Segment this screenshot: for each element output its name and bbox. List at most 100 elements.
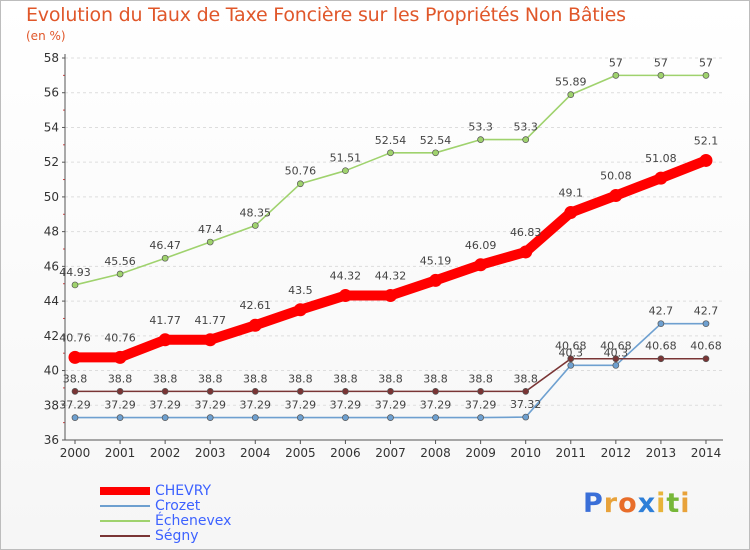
data-point bbox=[564, 206, 578, 220]
legend-label: Crozet bbox=[155, 498, 201, 514]
logo-letter: i bbox=[680, 488, 691, 519]
data-label: 48.35 bbox=[240, 207, 272, 220]
data-point bbox=[702, 320, 710, 328]
data-label: 37.29 bbox=[59, 399, 91, 412]
data-point bbox=[519, 245, 533, 259]
data-point bbox=[474, 258, 488, 272]
legend-label: CHEVRY bbox=[155, 483, 212, 499]
data-point bbox=[477, 136, 484, 143]
data-point bbox=[567, 91, 575, 98]
data-label: 37.32 bbox=[510, 398, 542, 411]
logo-letter: i bbox=[656, 488, 667, 519]
data-label: 40.68 bbox=[645, 340, 677, 353]
data-point bbox=[387, 414, 394, 421]
data-label: 43.5 bbox=[288, 284, 313, 297]
x-tick-label: 2010 bbox=[510, 446, 541, 460]
y-tick-label: 48 bbox=[44, 225, 59, 239]
data-point bbox=[293, 303, 307, 317]
data-point bbox=[612, 355, 620, 363]
x-tick-label: 2014 bbox=[691, 446, 722, 460]
data-point bbox=[206, 414, 214, 421]
data-label: 38.8 bbox=[468, 372, 493, 385]
data-label: 37.29 bbox=[194, 399, 226, 412]
data-label: 44.32 bbox=[330, 270, 362, 283]
data-label: 45.19 bbox=[420, 254, 452, 267]
data-point bbox=[657, 355, 665, 363]
data-label: 52.54 bbox=[420, 134, 452, 147]
data-point bbox=[612, 72, 620, 79]
data-label: 57 bbox=[699, 56, 713, 69]
data-label: 44.93 bbox=[59, 266, 91, 279]
data-label: 38.8 bbox=[513, 372, 538, 385]
data-point bbox=[338, 289, 352, 303]
legend-swatch bbox=[100, 535, 150, 537]
data-point bbox=[297, 388, 304, 395]
data-label: 38.8 bbox=[423, 372, 448, 385]
y-tick-label: 52 bbox=[44, 155, 59, 169]
data-label: 46.47 bbox=[149, 239, 181, 252]
data-point bbox=[702, 72, 710, 79]
data-label: 42.7 bbox=[649, 305, 674, 318]
data-label: 44.32 bbox=[375, 270, 407, 283]
series-line-chevry bbox=[70, 155, 711, 363]
x-tick-label: 2009 bbox=[465, 446, 496, 460]
data-label: 38.8 bbox=[198, 372, 223, 385]
proxiti-logo: Proxiti bbox=[583, 488, 691, 519]
data-label: 41.77 bbox=[194, 314, 226, 327]
data-point bbox=[429, 273, 443, 287]
data-label: 57 bbox=[654, 56, 668, 69]
logo-letter: r bbox=[603, 488, 619, 519]
data-point bbox=[297, 180, 304, 188]
data-point bbox=[432, 388, 439, 395]
data-point bbox=[342, 414, 349, 421]
data-point bbox=[702, 355, 710, 363]
data-point bbox=[387, 149, 394, 157]
data-point bbox=[251, 414, 259, 421]
data-label: 38.8 bbox=[333, 372, 358, 385]
data-point bbox=[116, 414, 124, 421]
data-point bbox=[161, 254, 169, 262]
data-label: 37.29 bbox=[240, 399, 272, 412]
chart-unit-label: (en %) bbox=[26, 29, 66, 43]
data-label: 37.29 bbox=[375, 399, 407, 412]
data-point bbox=[251, 222, 259, 229]
data-point bbox=[71, 281, 79, 289]
data-point bbox=[654, 171, 668, 185]
data-point bbox=[206, 238, 214, 246]
data-label: 52.54 bbox=[375, 134, 407, 147]
data-label: 40.68 bbox=[600, 340, 632, 353]
data-point bbox=[522, 388, 530, 395]
legend-swatch bbox=[100, 487, 150, 495]
data-label: 46.09 bbox=[465, 239, 497, 252]
data-point bbox=[161, 388, 169, 395]
data-label: 38.8 bbox=[108, 372, 133, 385]
x-tick-label: 2002 bbox=[150, 446, 181, 460]
data-label: 38.8 bbox=[153, 372, 178, 385]
data-label: 49.1 bbox=[559, 187, 584, 200]
x-tick-label: 2013 bbox=[646, 446, 677, 460]
data-label: 37.29 bbox=[285, 399, 317, 412]
data-label: 50.08 bbox=[600, 170, 632, 183]
logo-letter: o bbox=[618, 488, 638, 519]
data-label: 51.08 bbox=[645, 152, 677, 165]
data-label: 37.29 bbox=[330, 399, 362, 412]
x-tick-label: 2006 bbox=[330, 446, 361, 460]
data-label: 38.8 bbox=[288, 372, 313, 385]
x-tick-label: 2000 bbox=[60, 446, 91, 460]
data-point bbox=[657, 72, 665, 79]
data-point bbox=[251, 388, 259, 395]
y-tick-label: 38 bbox=[44, 398, 59, 412]
data-point bbox=[161, 414, 169, 421]
data-label: 40.68 bbox=[690, 340, 722, 353]
legend-swatch bbox=[100, 505, 150, 507]
y-tick-label: 42 bbox=[44, 329, 59, 343]
data-point bbox=[477, 414, 484, 421]
y-tick-label: 46 bbox=[44, 259, 59, 273]
data-point bbox=[432, 414, 439, 421]
data-label: 45.56 bbox=[104, 255, 136, 268]
data-label: 55.89 bbox=[555, 76, 587, 89]
data-label: 38.8 bbox=[378, 372, 403, 385]
x-tick-label: 2003 bbox=[195, 446, 226, 460]
data-point bbox=[522, 413, 530, 421]
